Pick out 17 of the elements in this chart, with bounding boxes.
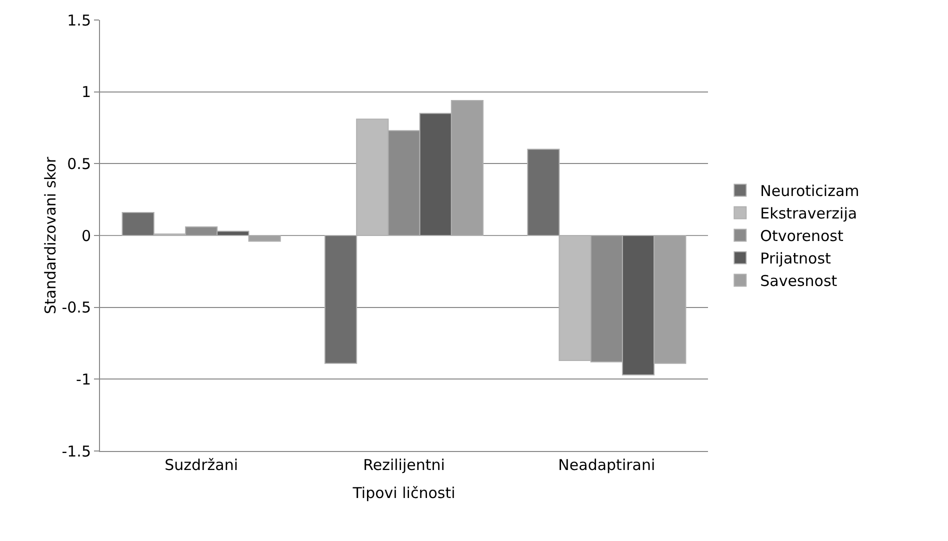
x-tick-label: Rezilijentni <box>363 456 445 474</box>
legend-label: Otvorenost <box>760 227 844 246</box>
x-tick-label: Neadaptirani <box>558 456 656 474</box>
legend-label: Ekstraverzija <box>760 204 858 223</box>
y-tick-label: 1.5 <box>67 11 91 30</box>
y-tick-label: 0 <box>81 226 91 245</box>
x-tick-label: Suzdržani <box>164 456 238 474</box>
y-tick-label: -1.5 <box>62 442 91 460</box>
y-tick-label: -1 <box>76 370 91 388</box>
legend-label: Savesnost <box>760 272 838 290</box>
legend-label: Prijatnost <box>760 250 832 268</box>
y-tick-label: -0.5 <box>62 298 91 317</box>
y-tick-label: 0.5 <box>67 154 91 173</box>
x-axis-title: Tipovi ličnosti <box>352 484 456 502</box>
y-axis-title: Standardizovani skor <box>42 156 60 314</box>
legend-label: Neuroticizam <box>760 182 860 200</box>
y-tick-label: 1 <box>81 83 91 102</box>
